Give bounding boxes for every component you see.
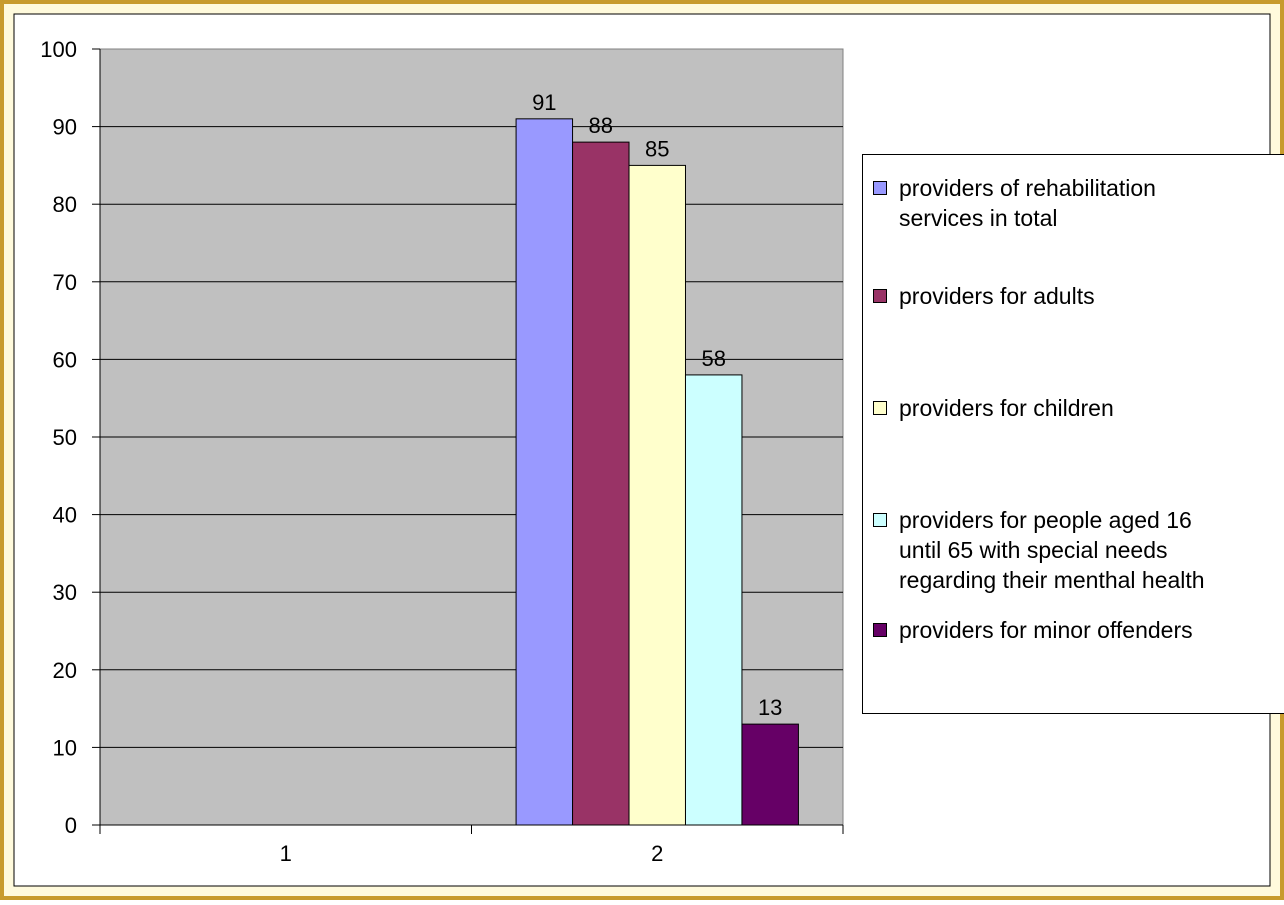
x-tick-label: 2 bbox=[651, 841, 663, 866]
y-tick-label: 70 bbox=[53, 270, 77, 295]
legend-swatch bbox=[873, 623, 887, 637]
y-tick-label: 0 bbox=[65, 813, 77, 838]
legend-swatch bbox=[873, 181, 887, 195]
legend-label: providers for people aged 16 until 65 wi… bbox=[899, 507, 1205, 593]
bar bbox=[515, 118, 574, 826]
y-tick-label: 10 bbox=[53, 735, 77, 760]
legend-item-minor-offenders: providers for minor offenders bbox=[873, 615, 1284, 645]
y-tick-label: 40 bbox=[53, 503, 77, 528]
y-tick-label: 90 bbox=[53, 115, 77, 140]
legend-item-children: providers for children bbox=[873, 393, 1284, 423]
legend-item-rehabilitation-total: providers of rehabilitation services in … bbox=[873, 173, 1284, 233]
legend-label: providers of rehabilitation services in … bbox=[899, 175, 1156, 231]
bar bbox=[628, 164, 686, 826]
y-tick-label: 100 bbox=[40, 37, 77, 62]
y-tick-label: 30 bbox=[53, 580, 77, 605]
y-tick-label: 60 bbox=[53, 347, 77, 372]
bar bbox=[684, 374, 743, 826]
y-tick-label: 50 bbox=[53, 425, 77, 450]
x-tick-label: 1 bbox=[280, 841, 292, 866]
data-label: 91 bbox=[532, 90, 556, 115]
legend-swatch bbox=[873, 289, 887, 303]
bar bbox=[572, 141, 630, 826]
legend-swatch bbox=[873, 401, 887, 415]
y-tick-label: 20 bbox=[53, 658, 77, 683]
legend-label: providers for children bbox=[899, 395, 1114, 421]
legend-item-adults: providers for adults bbox=[873, 281, 1284, 311]
legend-label: providers for adults bbox=[899, 283, 1095, 309]
legend-swatch bbox=[873, 513, 887, 527]
legend: providers of rehabilitation services in … bbox=[862, 154, 1284, 714]
data-label: 88 bbox=[589, 113, 613, 138]
legend-label: providers for minor offenders bbox=[899, 617, 1193, 643]
data-label: 13 bbox=[758, 695, 782, 720]
data-label: 85 bbox=[645, 136, 669, 161]
legend-item-mental-health: providers for people aged 16 until 65 wi… bbox=[873, 505, 1284, 595]
data-label: 58 bbox=[701, 346, 725, 371]
bar bbox=[741, 723, 799, 826]
y-tick-label: 80 bbox=[53, 192, 77, 217]
